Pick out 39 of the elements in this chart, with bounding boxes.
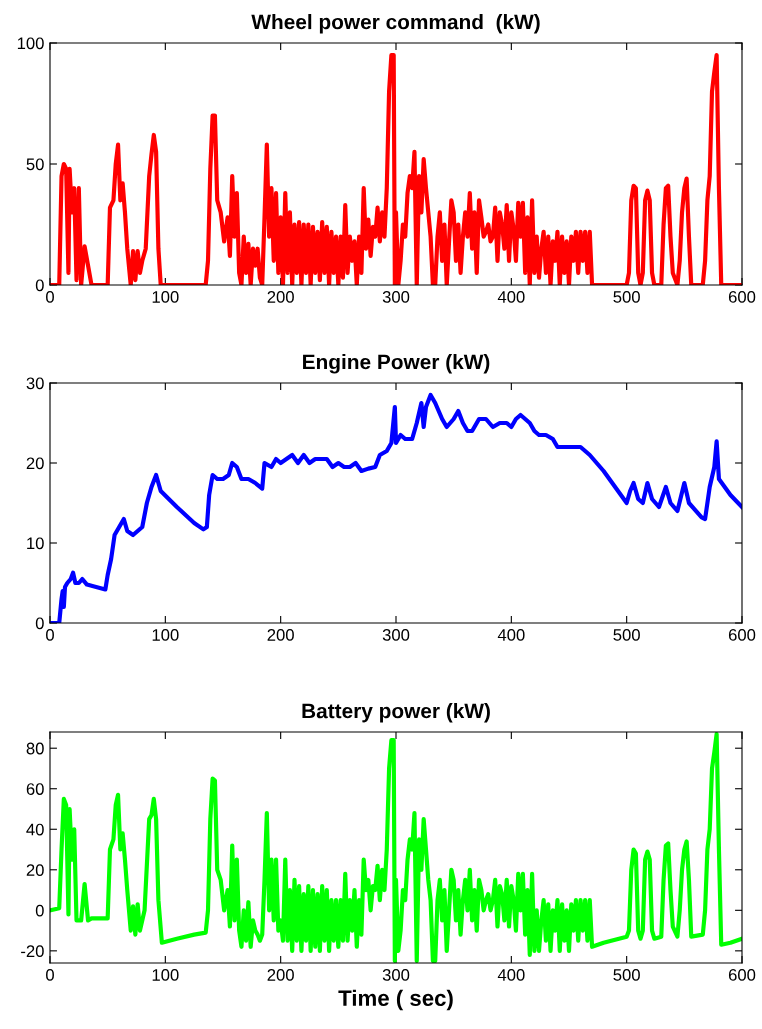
y-tick-label: 0 <box>35 617 44 630</box>
y-tick-label: 80 <box>26 742 44 755</box>
x-tick-label: 400 <box>497 291 525 303</box>
y-tick-label: 50 <box>26 158 44 171</box>
chart-title: Engine Power (kW) <box>303 354 490 374</box>
x-tick-label: 600 <box>728 291 756 303</box>
line-series <box>50 732 742 963</box>
y-tick-label: 20 <box>26 457 44 470</box>
x-tick-label: 300 <box>382 291 410 303</box>
x-tick-label: 200 <box>267 291 294 303</box>
chart-title: Wheel power command (kW) <box>251 14 540 34</box>
x-tick-label: 600 <box>728 629 756 641</box>
y-tick-label: 10 <box>27 537 44 550</box>
x-tick-label: 500 <box>613 629 640 641</box>
y-tick-label: 0 <box>35 904 44 917</box>
y-tick-label: 40 <box>26 823 44 836</box>
x-tick-label: 400 <box>497 969 525 981</box>
x-tick-label: 600 <box>728 969 756 981</box>
y-tick-label: 100 <box>17 37 44 50</box>
x-tick-label: 300 <box>382 969 410 981</box>
x-tick-label: 400 <box>497 629 525 641</box>
x-tick-label: 500 <box>613 969 640 981</box>
y-tick-label: -20 <box>21 945 44 958</box>
x-tick-label: 100 <box>152 291 179 303</box>
y-tick-label: 20 <box>26 864 44 876</box>
y-tick-label: 60 <box>26 783 44 795</box>
x-axis-title: Time ( sec) <box>338 989 453 1011</box>
y-tick-label: 30 <box>26 377 44 390</box>
x-tick-label: 500 <box>613 291 640 303</box>
x-tick-label: 300 <box>382 629 410 641</box>
x-tick-label: 100 <box>152 629 179 641</box>
x-tick-label: 100 <box>152 969 179 981</box>
x-tick-label: 0 <box>46 969 54 981</box>
y-tick-label: 0 <box>35 279 44 292</box>
chart-title: Battery power (kW) <box>302 703 490 723</box>
x-tick-label: 0 <box>46 629 54 641</box>
x-tick-label: 0 <box>46 291 54 303</box>
x-tick-label: 200 <box>267 629 294 641</box>
x-tick-label: 200 <box>267 969 294 981</box>
